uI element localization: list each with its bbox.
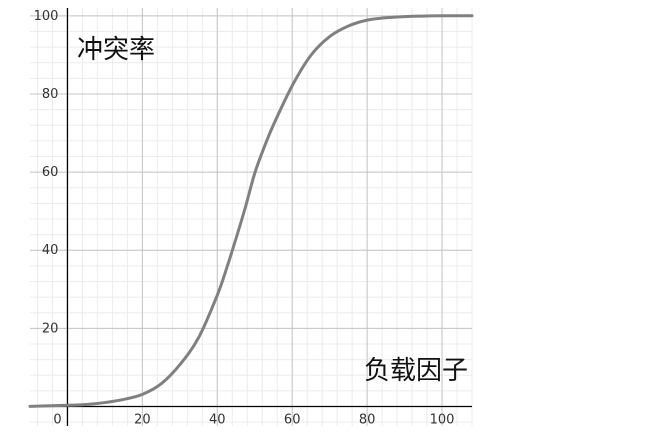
x-tick-label-40: 40 bbox=[209, 412, 226, 427]
y-tick-label-40: 40 bbox=[42, 243, 59, 258]
tick-labels: 0 20 40 60 80 100 20 40 60 80 100 bbox=[34, 9, 455, 428]
y-tick-label-20: 20 bbox=[42, 321, 59, 336]
y-axis-title: 冲突率 bbox=[77, 35, 155, 65]
x-tick-label-20: 20 bbox=[134, 412, 151, 427]
x-tick-label-60: 60 bbox=[284, 412, 301, 427]
series-line-0 bbox=[28, 14, 474, 408]
y-tick-label-100: 100 bbox=[34, 9, 59, 24]
y-tick-label-80: 80 bbox=[42, 87, 59, 102]
major-grid bbox=[30, 8, 472, 426]
x-tick-label-80: 80 bbox=[359, 412, 376, 427]
y-tick-label-60: 60 bbox=[42, 165, 59, 180]
x-tick-label-0: 0 bbox=[53, 412, 61, 427]
series-layer bbox=[28, 14, 474, 408]
x-tick-label-100: 100 bbox=[430, 412, 455, 427]
axes bbox=[30, 8, 472, 426]
x-axis-title: 负载因子 bbox=[364, 356, 468, 386]
